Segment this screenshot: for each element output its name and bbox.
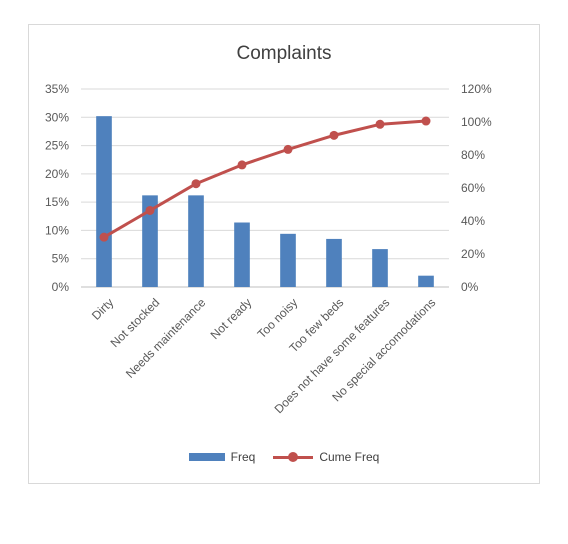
legend-label-freq: Freq [230,450,256,464]
line-marker [329,130,339,140]
y-left-tick-label: 0% [52,280,70,294]
y-right-tick-label: 120% [461,82,492,96]
line-marker [145,205,155,215]
legend-swatch-freq [188,453,225,461]
y-left-tick-label: 10% [45,223,69,237]
chart-legend: Freq Cume Freq [29,450,539,464]
legend-item-cume-freq: Cume Freq [273,450,379,464]
y-left-tick-label: 5% [52,252,70,266]
line-marker [237,160,247,170]
x-tick-label: Too noisy [255,295,301,341]
x-tick-label: Needs maintenance [123,295,209,381]
y-left-tick-label: 15% [45,195,69,209]
y-right-tick-label: 20% [461,247,485,261]
line-marker [283,144,293,154]
y-right-tick-label: 60% [461,181,485,195]
y-left-tick-label: 30% [45,110,69,124]
line-cume-freq [103,119,427,239]
line-marker [375,119,385,129]
y-right-tick-label: 80% [461,148,485,162]
y-right-tick-label: 100% [461,115,492,129]
legend-swatch-cume-freq [273,452,314,462]
bar-freq [280,233,296,287]
line-marker [191,179,201,189]
line-marker [99,232,109,242]
bar-freq [96,116,112,287]
bar-freq [188,195,204,287]
y-right-tick-label: 0% [461,280,479,294]
chart-title: Complaints [236,43,332,64]
chart-frame: Complaints 0% 5% 10% 15% 20% 25% 30% 35% 0% 20% 40… [28,24,540,484]
x-tick-label: Not ready [208,295,255,342]
y-left-tick-label: 20% [45,167,69,181]
bar-freq [142,195,158,287]
y-left-tick-label: 25% [45,139,69,153]
y-right-tick-label: 40% [461,214,485,228]
y-left-tick-label: 35% [45,82,69,96]
pareto-chart: 0% 5% 10% 15% 20% 25% 30% 35% 0% 20% 40% 60% 80% 100%… [45,82,492,416]
legend-item-freq: Freq [188,450,256,464]
bar-freq [372,249,388,287]
line-marker [421,116,431,126]
bar-freq [418,275,434,287]
legend-label-cume-freq: Cume Freq [319,450,380,464]
x-tick-label: Dirty [89,295,116,322]
bar-freq [234,222,250,287]
bar-freq [326,238,342,287]
